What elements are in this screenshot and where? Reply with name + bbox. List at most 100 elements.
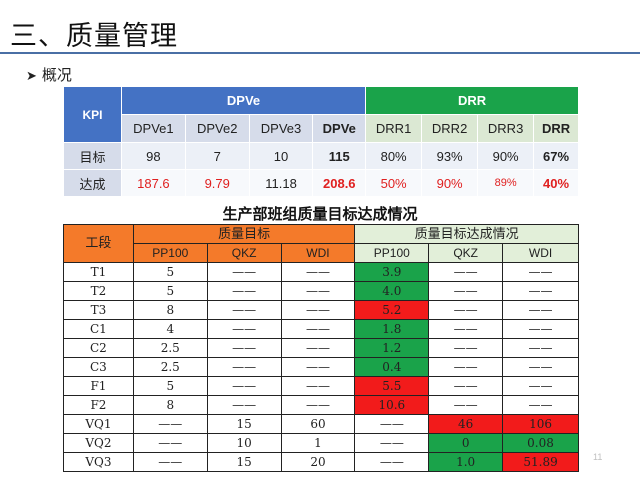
- kpi-cell: 90%: [421, 169, 479, 197]
- kpi-cell: 80%: [365, 142, 423, 170]
- actual-qkz-cell: ——: [428, 300, 504, 320]
- section-cell: C2: [63, 338, 134, 358]
- table-row: VQ2 —— 10 1 —— 0 0.08: [63, 433, 579, 453]
- kpi-cell: 98: [121, 142, 186, 170]
- section-cell: VQ3: [63, 452, 134, 472]
- actual-qkz-cell: 1.0: [428, 452, 504, 472]
- target-qkz-cell: ——: [206, 376, 282, 396]
- target-pp100-cell: 5: [132, 376, 208, 396]
- kpi-cell: 11.18: [248, 169, 314, 197]
- actual-wdi-cell: ——: [502, 281, 579, 301]
- target-wdi-cell: ——: [280, 338, 356, 358]
- target-column-header: WDI: [280, 243, 356, 263]
- target-qkz-cell: ——: [206, 338, 282, 358]
- target-qkz-cell: ——: [206, 395, 282, 415]
- target-pp100-cell: 4: [132, 319, 208, 339]
- actual-qkz-cell: 46: [428, 414, 504, 434]
- actual-qkz-cell: ——: [428, 319, 504, 339]
- actual-wdi-cell: ——: [502, 376, 579, 396]
- target-qkz-cell: 15: [206, 452, 282, 472]
- section-cell: T2: [63, 281, 134, 301]
- target-wdi-cell: 1: [280, 433, 356, 453]
- drr-group-header: DRR: [365, 86, 579, 115]
- table-row: C2 2.5 —— —— 1.2 —— ——: [63, 338, 579, 358]
- actual-wdi-cell: 0.08: [502, 433, 579, 453]
- actual-qkz-cell: ——: [428, 262, 504, 282]
- kpi-cell: 115: [312, 142, 367, 170]
- kpi-cell: 7: [184, 142, 250, 170]
- table-row: T1 5 —— —— 3.9 —— ——: [63, 262, 579, 282]
- page-number: 11: [593, 452, 603, 462]
- section-bullet: ➤ 概况: [26, 64, 72, 85]
- section-header: 工段: [63, 224, 134, 263]
- actual-wdi-cell: ——: [502, 338, 579, 358]
- kpi-cell: 10: [248, 142, 314, 170]
- target-wdi-cell: ——: [280, 376, 356, 396]
- kpi-row-target: 目标 98 7 10 115 80% 93% 90% 67%: [63, 142, 579, 170]
- kpi-header: KPI: [63, 86, 122, 143]
- target-qkz-cell: ——: [206, 357, 282, 377]
- kpi-column-header: DPVe3: [248, 114, 314, 143]
- actual-pp100-cell: 5.2: [354, 300, 430, 320]
- table-row: T3 8 —— —— 5.2 —— ——: [63, 300, 579, 320]
- kpi-cell: 93%: [421, 142, 479, 170]
- actual-wdi-cell: ——: [502, 357, 579, 377]
- target-pp100-cell: 8: [132, 395, 208, 415]
- kpi-table: KPI DPVe DRR DPVe1 DPVe2 DPVe3 DPVe DRR1…: [63, 86, 579, 197]
- actual-pp100-cell: 1.2: [354, 338, 430, 358]
- target-pp100-cell: 5: [132, 262, 208, 282]
- actual-column-header: PP100: [354, 243, 430, 263]
- target-wdi-cell: ——: [280, 357, 356, 377]
- actual-qkz-cell: ——: [428, 395, 504, 415]
- kpi-column-header: DPVe1: [121, 114, 186, 143]
- kpi-row-actual: 达成 187.6 9.79 11.18 208.6 50% 90% 89% 40…: [63, 169, 579, 197]
- kpi-column-header: DRR2: [421, 114, 479, 143]
- target-qkz-cell: ——: [206, 262, 282, 282]
- actual-pp100-cell: 1.8: [354, 319, 430, 339]
- actual-wdi-cell: ——: [502, 262, 579, 282]
- target-pp100-cell: 2.5: [132, 338, 208, 358]
- target-pp100-cell: 2.5: [132, 357, 208, 377]
- target-wdi-cell: 60: [280, 414, 356, 434]
- table-row: F1 5 —— —— 5.5 —— ——: [63, 376, 579, 396]
- actual-wdi-cell: 106: [502, 414, 579, 434]
- actual-pp100-cell: 3.9: [354, 262, 430, 282]
- kpi-column-header: DRR: [533, 114, 579, 143]
- table-row: T2 5 —— —— 4.0 —— ——: [63, 281, 579, 301]
- actual-group-header: 质量目标达成情况: [354, 224, 579, 244]
- target-wdi-cell: ——: [280, 281, 356, 301]
- table-row: VQ3 —— 15 20 —— 1.0 51.89: [63, 452, 579, 472]
- arrow-right-icon: ➤: [26, 69, 37, 84]
- kpi-cell: 208.6: [312, 169, 367, 197]
- target-qkz-cell: ——: [206, 319, 282, 339]
- actual-wdi-cell: ——: [502, 300, 579, 320]
- section-cell: F2: [63, 395, 134, 415]
- kpi-column-header: DRR3: [477, 114, 535, 143]
- target-qkz-cell: 15: [206, 414, 282, 434]
- target-qkz-cell: ——: [206, 281, 282, 301]
- target-pp100-cell: 5: [132, 281, 208, 301]
- actual-pp100-cell: ——: [354, 433, 430, 453]
- section-cell: F1: [63, 376, 134, 396]
- actual-column-header: QKZ: [428, 243, 504, 263]
- actual-pp100-cell: 0.4: [354, 357, 430, 377]
- section-cell: T1: [63, 262, 134, 282]
- actual-qkz-cell: 0: [428, 433, 504, 453]
- section-cell: C3: [63, 357, 134, 377]
- target-wdi-cell: ——: [280, 262, 356, 282]
- actual-wdi-cell: 51.89: [502, 452, 579, 472]
- table-row: VQ1 —— 15 60 —— 46 106: [63, 414, 579, 434]
- target-group-header: 质量目标: [132, 224, 356, 244]
- kpi-cell: 67%: [533, 142, 579, 170]
- actual-wdi-cell: ——: [502, 319, 579, 339]
- kpi-row-label: 目标: [63, 142, 122, 170]
- target-pp100-cell: ——: [132, 433, 208, 453]
- target-qkz-cell: 10: [206, 433, 282, 453]
- kpi-column-header: DRR1: [365, 114, 423, 143]
- target-qkz-cell: ——: [206, 300, 282, 320]
- actual-qkz-cell: ——: [428, 357, 504, 377]
- actual-qkz-cell: ——: [428, 338, 504, 358]
- target-pp100-cell: ——: [132, 452, 208, 472]
- kpi-cell: 90%: [477, 142, 535, 170]
- target-wdi-cell: ——: [280, 300, 356, 320]
